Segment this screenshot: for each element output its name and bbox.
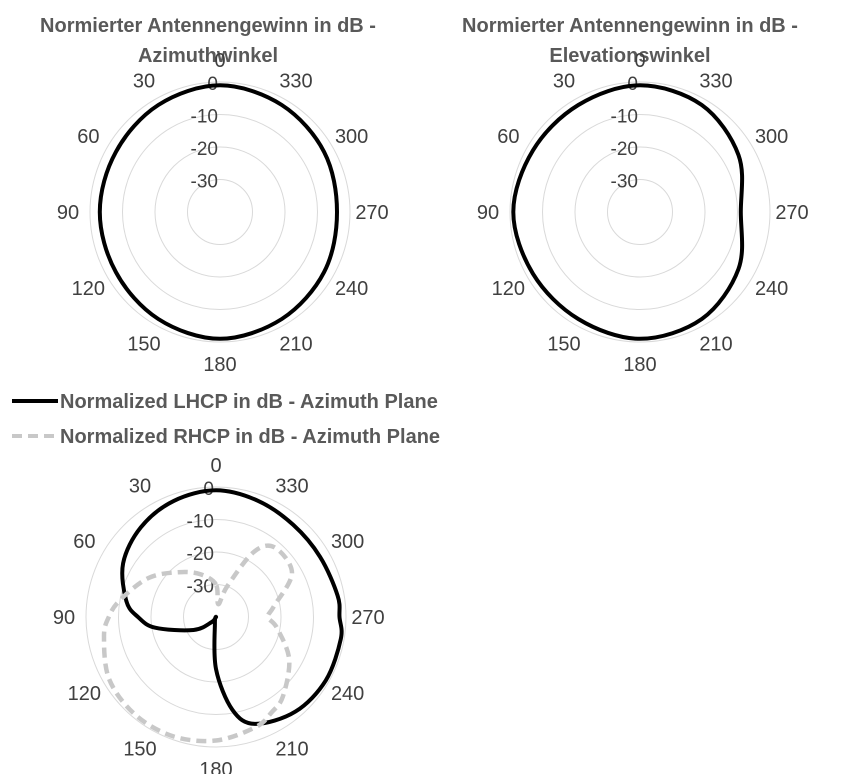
angle-tick-label: 120 bbox=[68, 683, 101, 705]
radial-grid-circle bbox=[118, 519, 314, 715]
angle-tick-label: 30 bbox=[133, 70, 155, 92]
radial-grid-circle bbox=[574, 146, 706, 278]
angle-tick-label: 270 bbox=[351, 607, 384, 629]
angle-tick-label: 270 bbox=[775, 202, 808, 224]
angle-tick-label: 150 bbox=[547, 334, 580, 356]
radial-tick-label: -20 bbox=[191, 139, 218, 160]
angle-tick-label: 30 bbox=[553, 70, 575, 92]
radial-grid-circle bbox=[85, 486, 347, 748]
series-line bbox=[511, 83, 745, 341]
azimuth-polar-chart: Normierter Antennengewinn in dB - Azimuth… bbox=[40, 15, 389, 376]
angle-tick-label: 0 bbox=[214, 50, 225, 72]
angle-tick-label: 330 bbox=[279, 70, 312, 92]
legend-label: Normalized LHCP in dB - Azimuth Plane bbox=[60, 391, 438, 413]
angle-tick-label: 90 bbox=[57, 202, 79, 224]
angle-tick-label: 0 bbox=[634, 50, 645, 72]
radial-grid-circle bbox=[509, 81, 771, 343]
angle-tick-label: 240 bbox=[335, 278, 368, 300]
radial-grid-circle bbox=[150, 551, 282, 683]
chart-title-line: Normierter Antennengewinn in dB - bbox=[40, 15, 376, 37]
radial-tick-label: -30 bbox=[187, 577, 214, 598]
radial-tick-label: -20 bbox=[611, 139, 638, 160]
elevation-polar-chart: Normierter Antennengewinn in dB - Elevati… bbox=[462, 15, 809, 376]
angle-tick-label: 180 bbox=[203, 354, 236, 376]
radial-tick-label: -30 bbox=[191, 172, 218, 193]
radial-grid-circle bbox=[607, 179, 673, 245]
angle-tick-label: 90 bbox=[477, 202, 499, 224]
angle-tick-label: 60 bbox=[77, 126, 99, 148]
angle-tick-label: 60 bbox=[73, 531, 95, 553]
angle-tick-label: 210 bbox=[279, 334, 312, 356]
chart-title-line: Elevationswinkel bbox=[549, 45, 710, 67]
angle-tick-label: 60 bbox=[497, 126, 519, 148]
angle-tick-label: 0 bbox=[210, 455, 221, 477]
angle-tick-label: 180 bbox=[199, 759, 232, 774]
angle-tick-label: 120 bbox=[72, 278, 105, 300]
radial-tick-label: -10 bbox=[611, 107, 638, 128]
chart-title-line: Normierter Antennengewinn in dB - bbox=[462, 15, 798, 37]
series-line bbox=[97, 83, 339, 341]
angle-tick-label: 180 bbox=[623, 354, 656, 376]
angle-tick-label: 210 bbox=[275, 739, 308, 761]
radial-tick-label: -10 bbox=[191, 107, 218, 128]
radial-tick-label: -20 bbox=[187, 544, 214, 565]
radial-grid-circle bbox=[89, 81, 351, 343]
angle-tick-label: 240 bbox=[755, 278, 788, 300]
angle-tick-label: 30 bbox=[129, 475, 151, 497]
angle-tick-label: 120 bbox=[492, 278, 525, 300]
series-line bbox=[120, 488, 344, 726]
angle-tick-label: 150 bbox=[127, 334, 160, 356]
angle-tick-label: 330 bbox=[275, 475, 308, 497]
angle-tick-label: 330 bbox=[699, 70, 732, 92]
angle-tick-label: 240 bbox=[331, 683, 364, 705]
angle-tick-label: 300 bbox=[755, 126, 788, 148]
radial-grid-circle bbox=[122, 114, 318, 310]
chart-title-line: Azimuthwinkel bbox=[138, 45, 278, 67]
angle-tick-label: 300 bbox=[331, 531, 364, 553]
series-line bbox=[101, 543, 295, 744]
radial-grid-circle bbox=[154, 146, 286, 278]
legend-label: Normalized RHCP in dB - Azimuth Plane bbox=[60, 426, 440, 448]
radial-tick-label: -10 bbox=[187, 512, 214, 533]
angle-tick-label: 300 bbox=[335, 126, 368, 148]
angle-tick-label: 270 bbox=[355, 202, 388, 224]
angle-tick-label: 90 bbox=[53, 607, 75, 629]
lhcp-rhcp-polar-chart: 0-10-20-30030609012015018021024027030033… bbox=[12, 391, 440, 774]
radial-grid-circle bbox=[187, 179, 253, 245]
radial-grid-circle bbox=[542, 114, 738, 310]
radial-tick-label: -30 bbox=[611, 172, 638, 193]
angle-tick-label: 210 bbox=[699, 334, 732, 356]
angle-tick-label: 150 bbox=[123, 739, 156, 761]
